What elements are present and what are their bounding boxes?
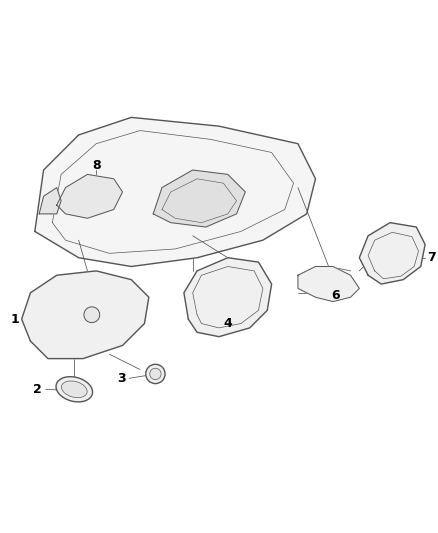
Polygon shape [57, 174, 123, 218]
Ellipse shape [61, 381, 87, 398]
Text: 3: 3 [117, 372, 126, 385]
Circle shape [84, 307, 100, 322]
Polygon shape [21, 271, 149, 359]
Text: 1: 1 [11, 313, 19, 326]
Polygon shape [39, 188, 61, 214]
Text: 7: 7 [427, 251, 436, 264]
Polygon shape [298, 266, 359, 302]
Polygon shape [35, 117, 315, 266]
Text: 4: 4 [223, 317, 232, 330]
Text: 2: 2 [32, 383, 41, 396]
Polygon shape [153, 170, 245, 227]
Text: 8: 8 [92, 159, 100, 172]
Circle shape [146, 364, 165, 384]
Circle shape [150, 368, 161, 379]
Polygon shape [184, 258, 272, 337]
Ellipse shape [56, 377, 92, 402]
Text: 6: 6 [331, 288, 339, 302]
Polygon shape [359, 223, 425, 284]
